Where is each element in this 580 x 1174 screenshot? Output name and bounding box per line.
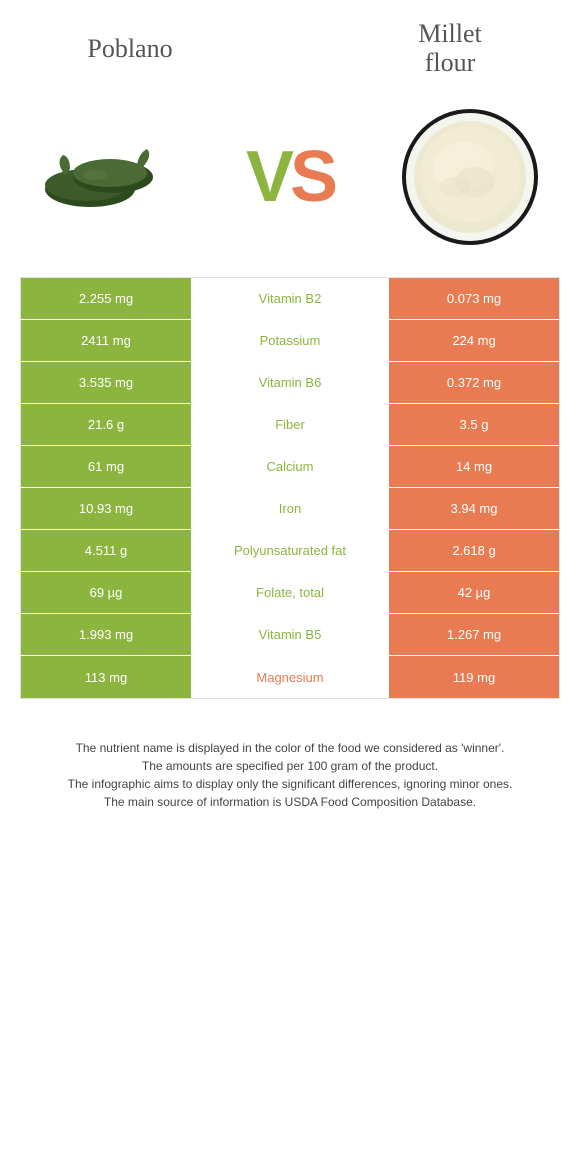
left-value: 113 mg (21, 656, 191, 698)
nutrient-name: Folate, total (191, 572, 389, 613)
millet-flour-image (390, 97, 550, 257)
right-value: 119 mg (389, 656, 559, 698)
table-row: 3.535 mgVitamin B60.372 mg (21, 362, 559, 404)
nutrient-name: Calcium (191, 446, 389, 487)
table-row: 69 µgFolate, total42 µg (21, 572, 559, 614)
table-row: 1.993 mgVitamin B51.267 mg (21, 614, 559, 656)
food-title-right: Millet flour (350, 20, 550, 77)
right-value: 0.372 mg (389, 362, 559, 403)
nutrient-name: Magnesium (191, 656, 389, 698)
left-value: 69 µg (21, 572, 191, 613)
right-value: 14 mg (389, 446, 559, 487)
footer-line-2: The amounts are specified per 100 gram o… (30, 757, 550, 775)
right-value: 1.267 mg (389, 614, 559, 655)
vs-s-letter: S (290, 137, 334, 217)
table-row: 21.6 gFiber3.5 g (21, 404, 559, 446)
nutrient-name: Vitamin B2 (191, 278, 389, 319)
left-value: 2.255 mg (21, 278, 191, 319)
right-value: 2.618 g (389, 530, 559, 571)
table-row: 2.255 mgVitamin B20.073 mg (21, 278, 559, 320)
nutrient-name: Potassium (191, 320, 389, 361)
nutrient-table: 2.255 mgVitamin B20.073 mg2411 mgPotassi… (20, 277, 560, 699)
food-title-left: Poblano (30, 34, 230, 64)
footer-line-1: The nutrient name is displayed in the co… (30, 739, 550, 757)
left-value: 3.535 mg (21, 362, 191, 403)
right-value: 3.5 g (389, 404, 559, 445)
nutrient-name: Vitamin B5 (191, 614, 389, 655)
left-value: 2411 mg (21, 320, 191, 361)
right-value: 3.94 mg (389, 488, 559, 529)
table-row: 2411 mgPotassium224 mg (21, 320, 559, 362)
header: Poblano Millet flour (0, 0, 580, 87)
left-value: 4.511 g (21, 530, 191, 571)
footer-notes: The nutrient name is displayed in the co… (0, 729, 580, 841)
right-value: 0.073 mg (389, 278, 559, 319)
vs-row: VS (0, 87, 580, 277)
table-row: 61 mgCalcium14 mg (21, 446, 559, 488)
left-value: 61 mg (21, 446, 191, 487)
table-row: 4.511 gPolyunsaturated fat2.618 g (21, 530, 559, 572)
footer-line-3: The infographic aims to display only the… (30, 775, 550, 793)
table-row: 10.93 mgIron3.94 mg (21, 488, 559, 530)
left-value: 21.6 g (21, 404, 191, 445)
right-value: 42 µg (389, 572, 559, 613)
nutrient-name: Fiber (191, 404, 389, 445)
nutrient-name: Polyunsaturated fat (191, 530, 389, 571)
food-title-right-line1: Millet (418, 19, 482, 48)
vs-label: VS (246, 136, 334, 218)
food-title-right-line2: flour (425, 48, 476, 77)
table-row: 113 mgMagnesium119 mg (21, 656, 559, 698)
footer-line-4: The main source of information is USDA F… (30, 793, 550, 811)
left-value: 10.93 mg (21, 488, 191, 529)
left-value: 1.993 mg (21, 614, 191, 655)
right-value: 224 mg (389, 320, 559, 361)
poblano-image (30, 97, 190, 257)
nutrient-name: Iron (191, 488, 389, 529)
vs-v-letter: V (246, 137, 290, 217)
nutrient-name: Vitamin B6 (191, 362, 389, 403)
